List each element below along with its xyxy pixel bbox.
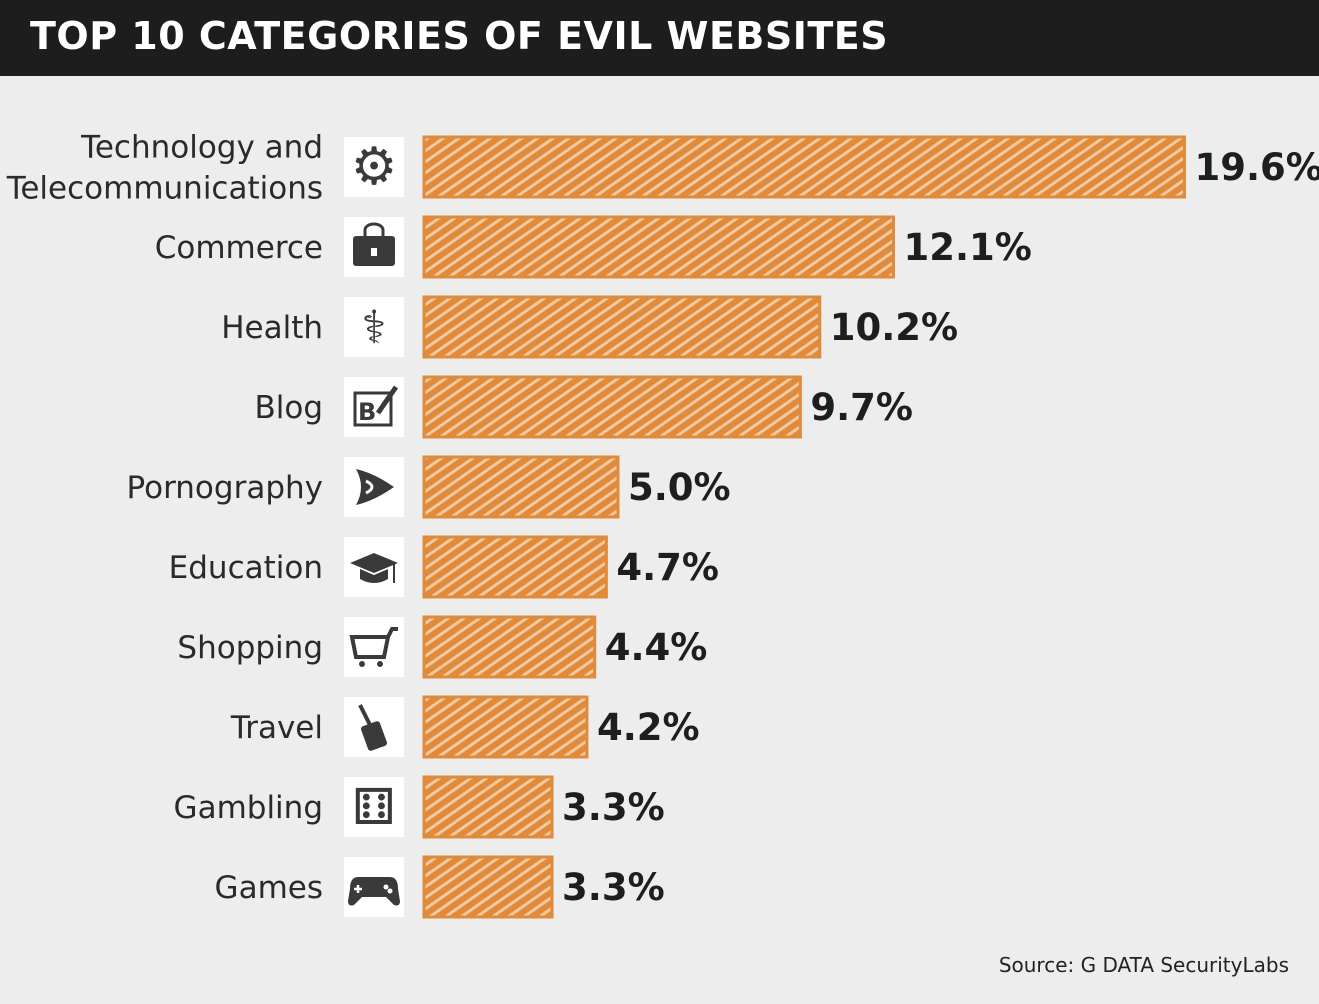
- category-label: Telecommunications: [6, 171, 323, 207]
- category-label: Pornography: [127, 470, 323, 506]
- bar: [422, 775, 554, 839]
- bar-row: Pornography 5.0%: [127, 455, 731, 519]
- category-label: Games: [215, 870, 323, 906]
- bar-row: Shopping 4.4%: [177, 615, 708, 679]
- gamepad-icon: [344, 857, 404, 917]
- value-label: 4.4%: [605, 626, 708, 669]
- category-label: Education: [169, 550, 323, 586]
- bar-row: Gambling ⚅ 3.3%: [174, 775, 665, 839]
- bar: [422, 135, 1186, 199]
- value-label: 4.7%: [616, 546, 719, 589]
- category-label: Technology and: [80, 130, 323, 166]
- bar: [422, 455, 620, 519]
- bar: [422, 295, 822, 359]
- bar-row: Travel 4.2%: [230, 695, 700, 759]
- bar-row: Games 3.3%: [215, 855, 665, 919]
- bar-row: Health ⚕ 10.2%: [221, 295, 958, 359]
- bar: [422, 535, 608, 599]
- value-label: 12.1%: [903, 226, 1031, 269]
- value-label: 3.3%: [562, 786, 665, 829]
- bar-row: Blog B 9.7%: [254, 375, 913, 439]
- svg-text:⚅: ⚅: [352, 778, 395, 836]
- svg-text:⚕: ⚕: [362, 300, 387, 354]
- category-label: Blog: [254, 390, 323, 426]
- value-label: 10.2%: [830, 306, 958, 349]
- lips-icon: [344, 457, 404, 517]
- bar: [422, 375, 802, 439]
- bar: [422, 855, 554, 919]
- value-label: 19.6%: [1194, 146, 1319, 189]
- svg-text:⚙: ⚙: [351, 137, 398, 197]
- shopping-cart-icon: [344, 617, 404, 677]
- category-label: Commerce: [155, 230, 323, 266]
- value-label: 3.3%: [562, 866, 665, 909]
- chart-title: TOP 10 CATEGORIES OF EVIL WEBSITES: [30, 14, 889, 58]
- value-label: 5.0%: [628, 466, 731, 509]
- source-note: Source: G DATA SecurityLabs: [998, 953, 1289, 977]
- value-label: 9.7%: [810, 386, 913, 429]
- dice-icon: ⚅: [344, 777, 404, 837]
- bar-row: Commerce 12.1%: [155, 215, 1032, 279]
- category-label: Travel: [230, 710, 323, 746]
- bar-row: Education 4.7%: [169, 535, 719, 599]
- bar-row: Technology and Telecommunications ⚙ 19.6%: [6, 130, 1319, 207]
- category-label: Health: [221, 310, 323, 346]
- blog-icon: B: [344, 377, 404, 437]
- bar: [422, 615, 597, 679]
- gear-icon: ⚙: [344, 137, 404, 197]
- bar: [422, 215, 895, 279]
- health-icon: ⚕: [344, 297, 404, 357]
- category-label: Shopping: [177, 630, 323, 666]
- header: TOP 10 CATEGORIES OF EVIL WEBSITES: [0, 0, 1319, 76]
- bar: [422, 695, 589, 759]
- luggage-icon: [344, 697, 404, 757]
- graduation-cap-icon: [344, 537, 404, 597]
- category-label: Gambling: [174, 790, 323, 826]
- value-label: 4.2%: [597, 706, 700, 749]
- briefcase-icon: [344, 217, 404, 277]
- svg-text:B: B: [358, 398, 376, 426]
